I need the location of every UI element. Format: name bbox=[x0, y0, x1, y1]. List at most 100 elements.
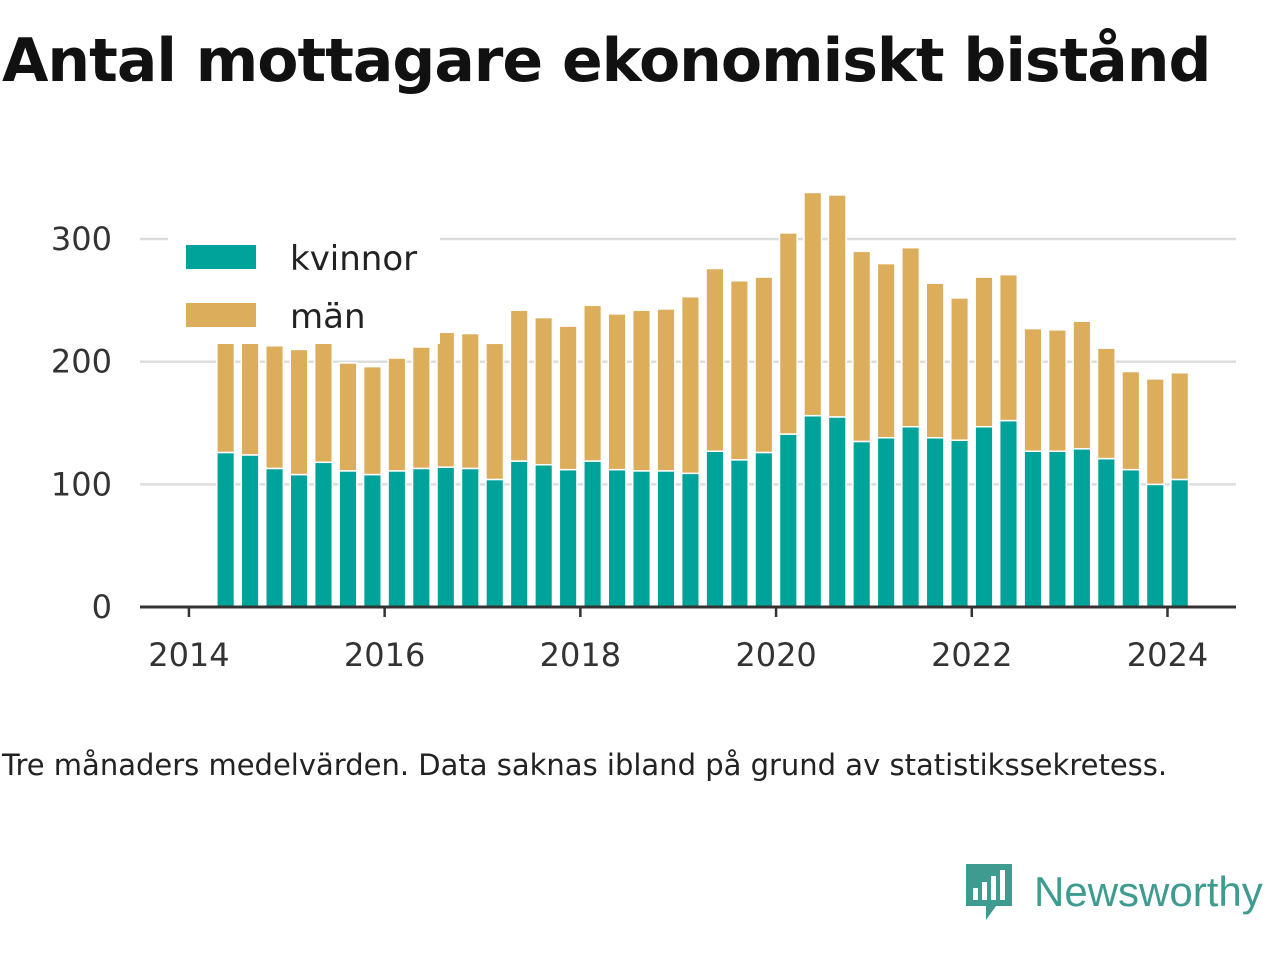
bar-kvinnor-18 bbox=[656, 470, 676, 608]
x-tick-label-2014: 2014 bbox=[148, 636, 229, 674]
bar-man-21 bbox=[729, 280, 749, 461]
bar-kvinnor-32 bbox=[998, 419, 1019, 608]
legend: kvinnor män bbox=[168, 230, 440, 344]
bar-man-3 bbox=[289, 348, 309, 476]
bar-kvinnor-22 bbox=[754, 451, 774, 608]
x-tick-label-2024: 2024 bbox=[1127, 636, 1208, 674]
brand-name: Newsworthy bbox=[1034, 868, 1263, 915]
bar-man-16 bbox=[607, 313, 627, 471]
bar-kvinnor-35 bbox=[1072, 448, 1092, 608]
bar-man-24 bbox=[803, 191, 823, 417]
bar-kvinnor-23 bbox=[778, 433, 798, 608]
bar-kvinnor-0 bbox=[216, 451, 236, 608]
chart-note: Tre månaders medelvärden. Data saknas ib… bbox=[2, 748, 1168, 782]
bar-kvinnor-31 bbox=[974, 425, 994, 608]
bar-kvinnor-11 bbox=[485, 478, 505, 608]
bar-kvinnor-4 bbox=[313, 461, 334, 608]
bar-kvinnor-33 bbox=[1023, 450, 1043, 608]
bar-man-31 bbox=[974, 276, 994, 428]
legend-swatch-man bbox=[186, 303, 256, 327]
y-tick-label-300: 300 bbox=[51, 220, 112, 258]
bar-kvinnor-7 bbox=[387, 470, 407, 608]
bar-man-7 bbox=[387, 357, 407, 472]
bar-kvinnor-14 bbox=[558, 468, 578, 608]
bar-kvinnor-37 bbox=[1121, 468, 1141, 608]
bar-kvinnor-9 bbox=[436, 466, 456, 608]
x-tick-label-2016: 2016 bbox=[344, 636, 425, 674]
y-tick-label-200: 200 bbox=[51, 343, 112, 381]
bar-kvinnor-36 bbox=[1096, 457, 1116, 608]
x-tick-label-2022: 2022 bbox=[931, 636, 1012, 674]
bar-kvinnor-10 bbox=[460, 467, 480, 608]
bar-man-6 bbox=[362, 365, 382, 476]
bar-kvinnor-6 bbox=[362, 473, 382, 608]
bar-man-14 bbox=[558, 325, 578, 471]
bar-man-18 bbox=[656, 308, 676, 472]
bar-kvinnor-5 bbox=[338, 470, 358, 608]
bar-man-12 bbox=[509, 309, 529, 462]
bar-man-37 bbox=[1121, 370, 1141, 471]
bar-kvinnor-1 bbox=[240, 454, 260, 608]
bar-man-33 bbox=[1023, 327, 1043, 452]
bar-kvinnor-30 bbox=[949, 439, 970, 608]
bar-kvinnor-29 bbox=[925, 436, 945, 608]
legend-label-kvinnor: kvinnor bbox=[290, 239, 417, 279]
legend-swatch-kvinnor bbox=[186, 245, 256, 269]
bar-kvinnor-20 bbox=[705, 450, 725, 608]
bar-man-27 bbox=[876, 262, 896, 439]
bar-man-11 bbox=[485, 342, 505, 481]
x-tick-label-2018: 2018 bbox=[540, 636, 621, 674]
bar-man-30 bbox=[949, 297, 970, 441]
legend-label-man: män bbox=[290, 297, 366, 337]
axes: 0 100 200 300 2014 2016 2018 2020 2022 2024 bbox=[51, 220, 1236, 674]
bar-kvinnor-12 bbox=[509, 460, 529, 608]
bars bbox=[216, 191, 1190, 608]
bar-man-25 bbox=[827, 194, 847, 418]
bar-man-19 bbox=[680, 295, 701, 475]
bar-man-38 bbox=[1145, 378, 1165, 486]
bar-man-15 bbox=[583, 304, 603, 462]
bar-man-13 bbox=[534, 316, 554, 466]
bar-kvinnor-28 bbox=[901, 425, 921, 608]
brand-logo: Newsworthy bbox=[964, 862, 1263, 922]
bar-kvinnor-34 bbox=[1047, 450, 1067, 608]
bar-man-35 bbox=[1072, 320, 1092, 450]
bar-man-20 bbox=[705, 267, 725, 452]
bar-kvinnor-2 bbox=[264, 467, 285, 608]
bar-kvinnor-17 bbox=[631, 470, 652, 608]
bar-man-8 bbox=[411, 346, 431, 470]
bar-man-26 bbox=[852, 250, 872, 443]
bar-man-36 bbox=[1096, 347, 1116, 460]
bar-man-5 bbox=[338, 362, 358, 472]
bar-man-23 bbox=[778, 232, 798, 435]
chart-title: Antal mottagare ekonomiskt bistånd bbox=[2, 26, 1211, 96]
bar-kvinnor-25 bbox=[827, 416, 847, 608]
bar-man-9 bbox=[436, 331, 456, 468]
y-tick-label-100: 100 bbox=[51, 465, 112, 503]
y-tick-label-0: 0 bbox=[92, 588, 112, 626]
bar-kvinnor-19 bbox=[680, 472, 701, 608]
bar-man-10 bbox=[460, 332, 480, 470]
bar-kvinnor-15 bbox=[583, 460, 603, 608]
bar-kvinnor-24 bbox=[803, 414, 823, 608]
bar-kvinnor-16 bbox=[607, 468, 627, 608]
bar-man-4 bbox=[313, 340, 334, 464]
bar-kvinnor-3 bbox=[289, 473, 309, 608]
bar-man-34 bbox=[1047, 329, 1067, 452]
bar-kvinnor-27 bbox=[876, 436, 896, 608]
bar-man-39 bbox=[1170, 371, 1190, 481]
bar-man-28 bbox=[901, 246, 921, 428]
bar-man-2 bbox=[264, 345, 285, 470]
bar-man-17 bbox=[631, 309, 652, 472]
bar-man-32 bbox=[998, 273, 1019, 422]
bar-kvinnor-21 bbox=[729, 459, 749, 608]
bar-kvinnor-38 bbox=[1145, 483, 1165, 608]
newsworthy-chart-bubble-icon bbox=[966, 864, 1012, 920]
bar-kvinnor-13 bbox=[534, 463, 554, 608]
bar-kvinnor-26 bbox=[852, 440, 872, 608]
x-tick-label-2020: 2020 bbox=[735, 636, 816, 674]
bar-kvinnor-39 bbox=[1170, 478, 1190, 608]
bar-man-29 bbox=[925, 282, 945, 439]
bar-kvinnor-8 bbox=[411, 467, 431, 608]
